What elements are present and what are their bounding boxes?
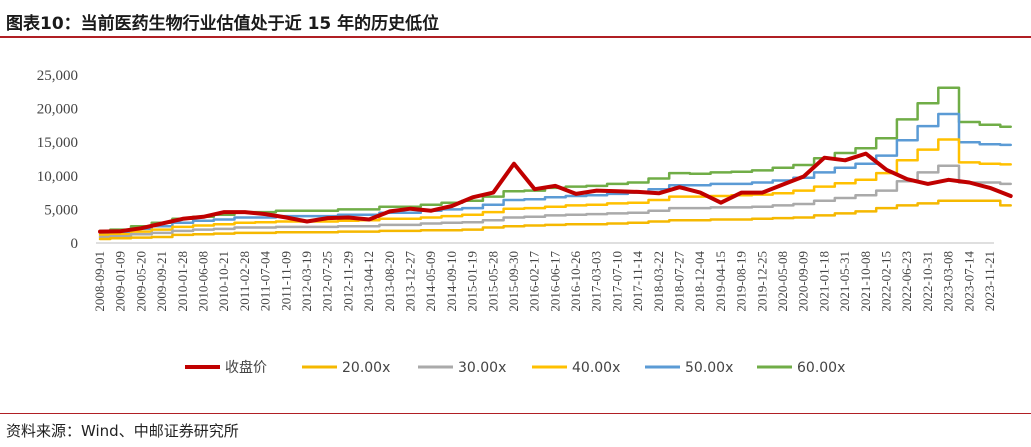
legend-label-pe50: 50.00x	[685, 360, 733, 376]
legend-label-pe60: 60.00x	[797, 360, 845, 376]
legend: 收盘价 20.00x 30.00x 40.00x 50.00x 60.00x	[185, 359, 845, 376]
x-tick-label: 2019-12-25	[754, 251, 769, 312]
x-tick-label: 2021-01-18	[816, 251, 831, 312]
x-tick-label: 2015-01-19	[465, 251, 480, 312]
x-tick-label: 2017-03-03	[589, 251, 604, 312]
source-note: 资料来源：Wind、中邮证券研究所	[6, 422, 239, 440]
x-tick-label: 2016-02-17	[527, 251, 542, 312]
x-tick-label: 2011-11-09	[278, 251, 293, 311]
line-chart: 0 5,000 10,000 15,000 20,000 25,000 2008-09-0…	[37, 68, 1013, 376]
x-tick-label: 2018-07-27	[672, 251, 687, 312]
x-tick-label: 2009-01-09	[113, 251, 128, 312]
series-layer	[98, 86, 1013, 241]
legend-label-pe30: 30.00x	[458, 360, 506, 376]
x-tick-label: 2016-06-17	[547, 251, 562, 312]
y-tick-label: 10,000	[37, 169, 78, 185]
x-tick-label: 2010-01-28	[175, 251, 190, 312]
x-tick-label: 2022-02-15	[879, 251, 894, 312]
x-tick-label: 2016-10-26	[568, 251, 583, 312]
x-tick-label: 2021-05-31	[837, 251, 852, 312]
x-tick-label: 2012-11-29	[340, 251, 355, 311]
x-tick-label: 2009-09-21	[154, 251, 169, 312]
legend-label-close: 收盘价	[225, 359, 267, 376]
x-tick-label: 2019-04-15	[713, 251, 728, 312]
x-tick-label: 2014-05-09	[423, 251, 438, 312]
x-tick-label: 2010-06-08	[195, 251, 210, 312]
x-tick-label: 2011-02-28	[237, 251, 252, 311]
x-tick-label: 2022-10-31	[920, 251, 935, 312]
x-tick-label: 2020-05-08	[775, 251, 790, 312]
x-tick-label: 2009-05-20	[133, 251, 148, 312]
x-tick-label: 2017-07-10	[609, 251, 624, 312]
x-tick-label: 2023-11-21	[982, 251, 997, 311]
series-line-pe40	[98, 138, 1012, 237]
legend-label-pe20: 20.00x	[342, 360, 390, 376]
series-line-close	[98, 151, 1013, 234]
legend-label-pe40: 40.00x	[572, 360, 620, 376]
chart-header: 图表10：当前医药生物行业估值处于近 15 年的历史低位	[0, 0, 1031, 40]
x-tick-label: 2014-09-10	[444, 251, 459, 312]
x-tick-label: 2021-10-08	[858, 251, 873, 312]
x-tick-label: 2018-12-04	[692, 251, 707, 312]
x-tick-label: 2023-03-08	[941, 251, 956, 312]
x-tick-label: 2008-09-01	[92, 251, 107, 312]
y-tick-label: 5,000	[44, 202, 78, 218]
x-tick-label: 2013-12-27	[402, 251, 417, 312]
x-tick-label: 2011-07-04	[258, 251, 273, 312]
x-tick-label: 2023-07-14	[961, 251, 976, 312]
x-tick-label: 2019-08-19	[734, 251, 749, 312]
y-tick-label: 15,000	[37, 135, 78, 151]
y-tick-label: 20,000	[37, 102, 78, 118]
series-line-pe50	[98, 112, 1012, 235]
x-tick-label: 2013-08-20	[382, 251, 397, 312]
y-axis: 0 5,000 10,000 15,000 20,000 25,000	[37, 68, 78, 252]
bottom-rule	[0, 413, 1031, 414]
x-tick-label: 2018-03-22	[651, 251, 666, 312]
y-tick-label: 0	[71, 236, 79, 252]
x-tick-label: 2017-11-14	[630, 251, 645, 312]
series-line-pe20	[98, 199, 1012, 241]
x-tick-label: 2015-05-28	[485, 251, 500, 312]
x-axis: 2008-09-01 2009-01-09 2009-05-20 2009-09-21…	[92, 242, 997, 312]
x-tick-label: 2012-07-25	[320, 251, 335, 312]
series-line-pe30	[98, 164, 1012, 239]
x-tick-label: 2010-10-21	[216, 251, 231, 312]
top-rule	[0, 36, 1031, 38]
y-tick-label: 25,000	[37, 68, 78, 84]
x-tick-label: 2015-09-30	[506, 251, 521, 312]
x-tick-label: 2013-04-12	[361, 251, 376, 312]
chart-title: 图表10：当前医药生物行业估值处于近 15 年的历史低位	[6, 14, 440, 34]
x-tick-label: 2022-06-23	[899, 251, 914, 312]
x-tick-label: 2020-09-09	[796, 251, 811, 312]
x-tick-label: 2012-03-19	[299, 251, 314, 312]
